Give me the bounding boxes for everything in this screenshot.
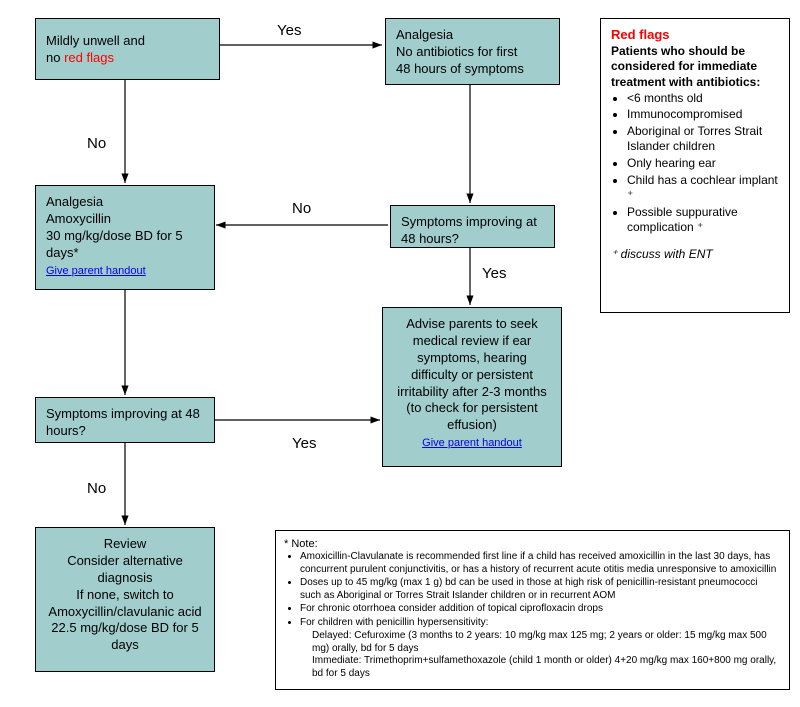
- handout-link-2[interactable]: Give parent handout: [422, 437, 522, 449]
- note-item: For chronic otorrhoea consider addition …: [300, 603, 781, 616]
- label-no-2: No: [290, 200, 313, 217]
- note-subitem: Immediate: Trimethoprim+sulfamethoxazole…: [284, 655, 781, 680]
- redflags-item: Possible suppurative complication ⁺: [627, 205, 779, 236]
- label-yes-3: Yes: [290, 435, 318, 452]
- redflags-subtitle: Patients who should be considered for im…: [611, 44, 779, 91]
- redflags-list: <6 months oldImmunocompromisedAboriginal…: [611, 91, 779, 236]
- note-title: * Note:: [284, 537, 781, 551]
- amoxy-line4: days*: [46, 245, 204, 262]
- note-item: Amoxicillin-Clavulanate is recommended f…: [300, 551, 781, 576]
- review-line3: If none, switch to Amoxycillin/clavulani…: [46, 587, 204, 655]
- label-yes-1: Yes: [275, 22, 303, 39]
- start-line2: no red flags: [46, 50, 209, 67]
- node-review: Review Consider alternative diagnosis If…: [35, 527, 215, 672]
- note-item: For children with penicillin hypersensit…: [300, 617, 781, 630]
- amoxy-line3: 30 mg/kg/dose BD for 5: [46, 228, 204, 245]
- handout-link-1[interactable]: Give parent handout: [46, 265, 146, 277]
- redflags-title: Red flags: [611, 27, 779, 44]
- label-no-1: No: [85, 135, 108, 152]
- analgesia-line2: No antibiotics for first: [396, 44, 549, 61]
- amoxy-line1: Analgesia: [46, 194, 204, 211]
- node-symptoms-48-right: Symptoms improving at 48 hours?: [390, 205, 555, 248]
- node-symptoms-48-left: Symptoms improving at 48 hours?: [35, 397, 215, 443]
- symptoms48l-text: Symptoms improving at 48 hours?: [46, 406, 200, 438]
- amoxy-line2: Amoxycillin: [46, 211, 204, 228]
- redflags-footnote: ⁺ discuss with ENT: [611, 247, 779, 263]
- note-item: Doses up to 45 mg/kg (max 1 g) bd can be…: [300, 577, 781, 602]
- node-start: Mildly unwell and no red flags: [35, 18, 220, 80]
- label-yes-2: Yes: [480, 265, 508, 282]
- advise-text: Advise parents to seek medical review if…: [393, 316, 551, 434]
- label-no-3: No: [85, 480, 108, 497]
- analgesia-line1: Analgesia: [396, 27, 549, 44]
- note-subitem: Delayed: Cefuroxime (3 months to 2 years…: [284, 630, 781, 655]
- redflags-item: <6 months old: [627, 91, 779, 107]
- redflags-item: Aboriginal or Torres Strait Islander chi…: [627, 124, 779, 155]
- start-line1: Mildly unwell and: [46, 33, 209, 50]
- panel-red-flags: Red flags Patients who should be conside…: [600, 18, 790, 313]
- review-line1: Review: [46, 536, 204, 553]
- redflags-item: Immunocompromised: [627, 107, 779, 123]
- redflags-item: Child has a cochlear implant ⁺: [627, 173, 779, 204]
- note-list: Amoxicillin-Clavulanate is recommended f…: [284, 551, 781, 629]
- node-advise-parents: Advise parents to seek medical review if…: [382, 307, 562, 467]
- panel-note: * Note: Amoxicillin-Clavulanate is recom…: [275, 530, 790, 690]
- node-analgesia-no-antibiotics: Analgesia No antibiotics for first 48 ho…: [385, 18, 560, 85]
- node-amoxycillin: Analgesia Amoxycillin 30 mg/kg/dose BD f…: [35, 185, 215, 290]
- symptoms48r-text: Symptoms improving at 48 hours?: [401, 214, 537, 246]
- redflags-item: Only hearing ear: [627, 156, 779, 172]
- note-sublist: Delayed: Cefuroxime (3 months to 2 years…: [284, 630, 781, 680]
- review-line2: Consider alternative diagnosis: [46, 553, 204, 587]
- analgesia-line3: 48 hours of symptoms: [396, 61, 549, 78]
